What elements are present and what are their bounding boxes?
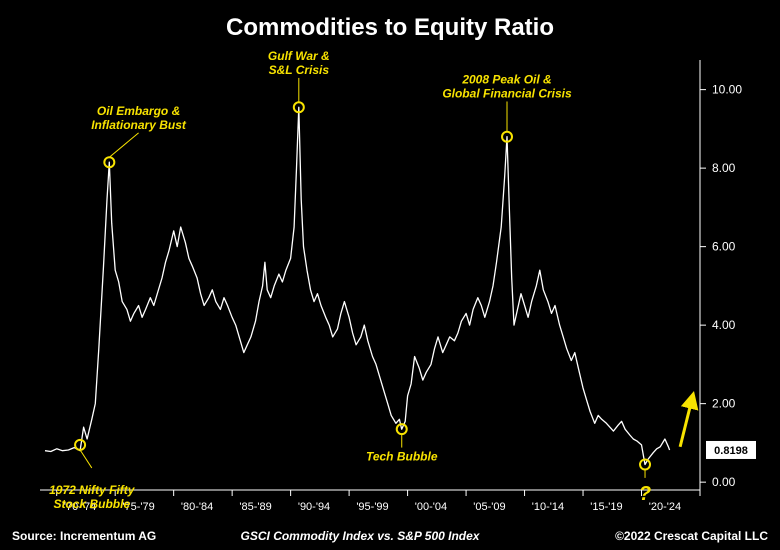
annotation-label-gulfwar: S&L Crisis xyxy=(269,63,330,77)
chart-svg: Commodities to Equity Ratio 0.00 2.00 4.00 6… xyxy=(0,0,780,550)
x-tick-label: '85-'89 xyxy=(239,501,271,513)
y-tick-label: 6.00 xyxy=(712,240,736,254)
annotation-label-oilembargo: Inflationary Bust xyxy=(91,118,187,132)
y-tick-label: 2.00 xyxy=(712,397,736,411)
chart-subtitle: GSCI Commodity Index vs. S&P 500 Index xyxy=(241,529,481,543)
current-value-label: 0.8198 xyxy=(714,445,748,457)
y-tick-label: 0.00 xyxy=(712,475,736,489)
annotation-label-gulfwar: Gulf War & xyxy=(268,49,330,63)
x-tick-label: '80-'84 xyxy=(181,501,213,513)
x-tick-label: '95-'99 xyxy=(356,501,388,513)
copyright-label: ©2022 Crescat Capital LLC xyxy=(615,529,768,543)
chart-title: Commodities to Equity Ratio xyxy=(226,14,554,41)
annotation-label-nifty: Stock Bubble xyxy=(53,497,130,511)
annotation-label-nifty: 1972 Nifty Fifty xyxy=(49,483,136,497)
annotation-label-techbubble: Tech Bubble xyxy=(366,450,438,464)
x-tick-label: '90-'94 xyxy=(298,501,330,513)
y-tick-label: 4.00 xyxy=(712,318,736,332)
source-label: Source: Incrementum AG xyxy=(12,529,156,543)
annotation-label-peakoil: 2008 Peak Oil & xyxy=(461,72,551,86)
y-tick-label: 8.00 xyxy=(712,161,736,175)
x-tick-label: '15-'19 xyxy=(590,501,622,513)
x-tick-label: '00-'04 xyxy=(415,501,447,513)
annotation-label-oilembargo: Oil Embargo & xyxy=(97,104,180,118)
annotation-label-question: ? xyxy=(639,483,651,505)
annotation-label-peakoil: Global Financial Crisis xyxy=(442,86,572,100)
x-tick-label: '10-'14 xyxy=(532,501,564,513)
chart-container: Commodities to Equity Ratio 0.00 2.00 4.00 6… xyxy=(0,0,780,550)
x-tick-label: '20-'24 xyxy=(649,501,681,513)
x-tick-label: '05-'09 xyxy=(473,501,505,513)
y-tick-label: 10.00 xyxy=(712,83,742,97)
